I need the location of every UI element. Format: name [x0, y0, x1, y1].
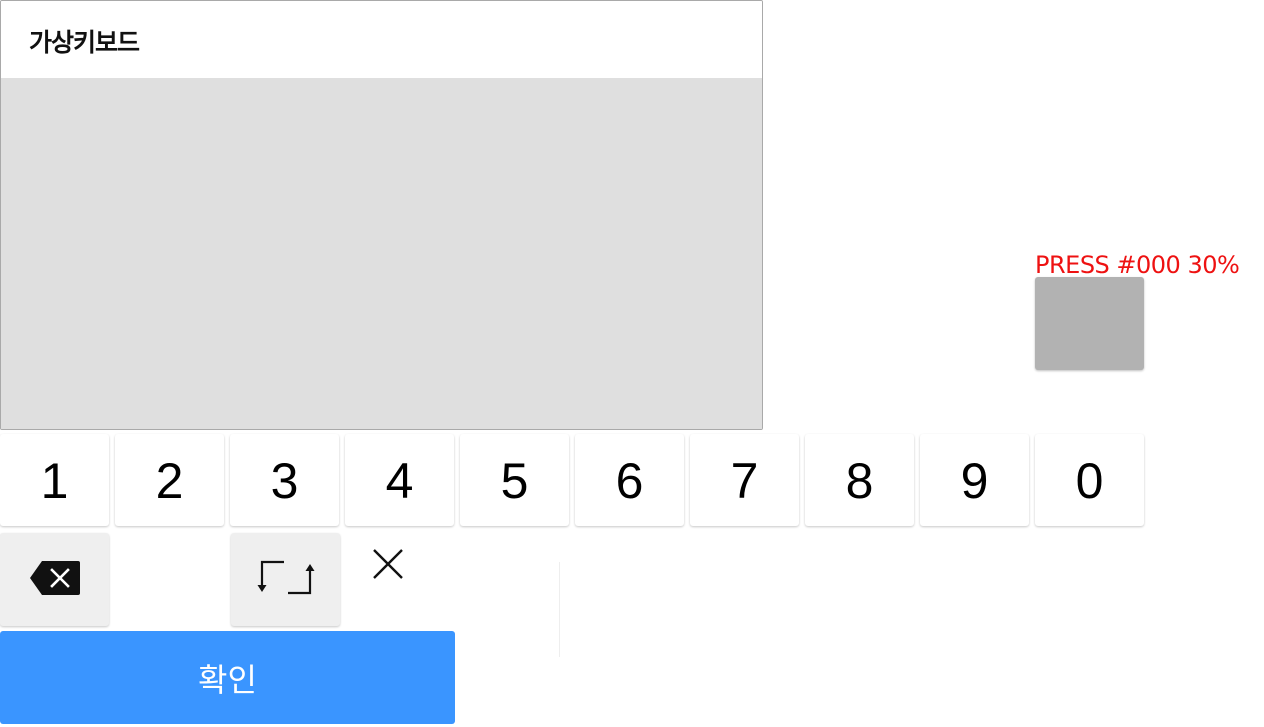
key-label: 2 — [155, 453, 184, 509]
key-9[interactable]: 9 — [920, 434, 1029, 526]
switch-layout-button[interactable] — [231, 533, 340, 626]
key-label: 9 — [960, 453, 989, 509]
key-label: 8 — [845, 453, 874, 509]
panel-title: 가상키보드 — [29, 28, 140, 57]
confirm-label: 확인 — [198, 660, 257, 699]
key-5[interactable]: 5 — [460, 434, 569, 526]
confirm-button[interactable]: 확인 — [0, 631, 455, 724]
divider — [559, 562, 560, 657]
switch-layout-icon — [257, 558, 315, 602]
key-label: 4 — [385, 453, 414, 509]
key-7[interactable]: 7 — [690, 434, 799, 526]
key-label: 0 — [1075, 453, 1104, 509]
key-label: 3 — [270, 453, 299, 509]
key-label: 5 — [500, 453, 529, 509]
panel-display-area — [1, 78, 762, 429]
key-0[interactable]: 0 — [1035, 434, 1144, 526]
key-label: 6 — [615, 453, 644, 509]
key-4[interactable]: 4 — [345, 434, 454, 526]
key-3[interactable]: 3 — [230, 434, 339, 526]
virtual-keyboard-panel: 가상키보드 — [0, 0, 763, 430]
key-2[interactable]: 2 — [115, 434, 224, 526]
press-sample-label: PRESS #000 30% — [1035, 251, 1240, 279]
close-icon — [371, 547, 405, 585]
key-label: 7 — [730, 453, 759, 509]
panel-header: 가상키보드 — [1, 1, 762, 78]
key-8[interactable]: 8 — [805, 434, 914, 526]
key-1[interactable]: 1 — [0, 434, 109, 526]
backspace-icon — [29, 560, 81, 600]
backspace-button[interactable] — [0, 533, 109, 626]
close-button[interactable] — [360, 536, 416, 596]
key-6[interactable]: 6 — [575, 434, 684, 526]
key-label: 1 — [40, 453, 69, 509]
press-sample-swatch — [1035, 277, 1144, 370]
